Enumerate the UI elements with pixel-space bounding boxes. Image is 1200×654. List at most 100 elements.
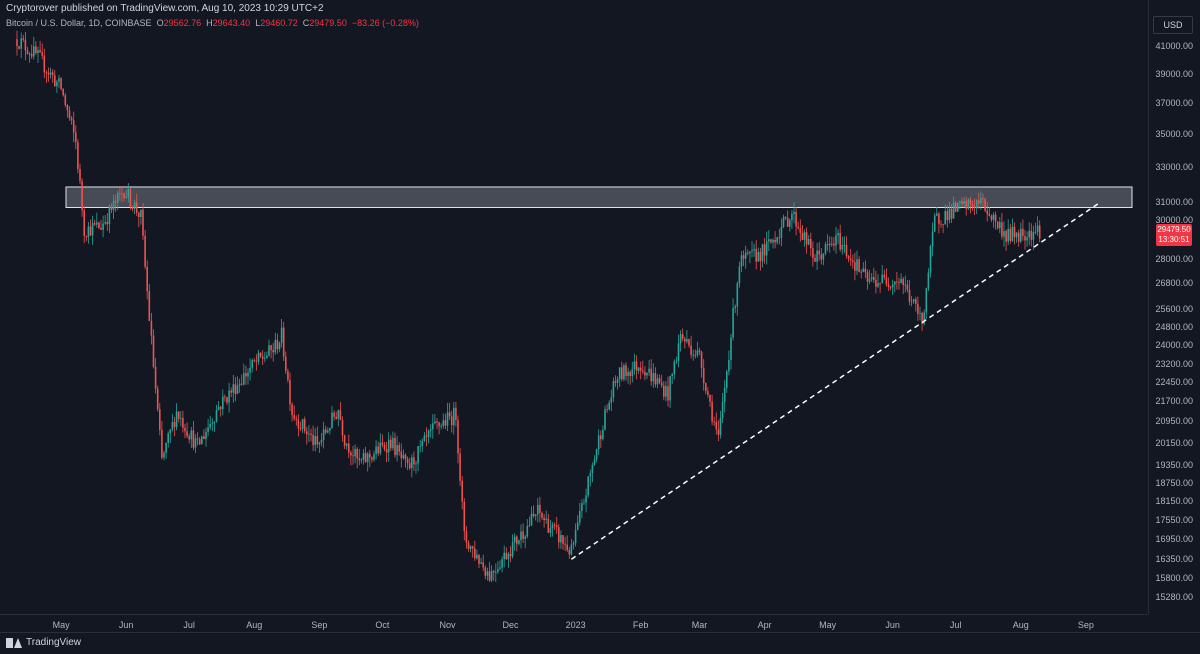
- candle: [558, 524, 560, 549]
- candle: [110, 203, 113, 213]
- candle: [278, 341, 281, 353]
- candle: [656, 374, 659, 389]
- price-tick: 37000.00: [1155, 98, 1193, 109]
- candle: [205, 427, 207, 447]
- candle: [144, 229, 146, 270]
- candle: [721, 393, 724, 423]
- candle: [169, 428, 172, 444]
- candle: [192, 420, 195, 451]
- candle: [274, 332, 277, 355]
- close-value: 29479.50: [309, 18, 347, 28]
- candle: [982, 193, 984, 207]
- candle: [79, 163, 81, 185]
- high-key: H: [206, 18, 213, 28]
- time-tick: Sep: [311, 620, 328, 630]
- candle: [480, 557, 482, 565]
- candle: [919, 306, 921, 321]
- chart-canvas[interactable]: [0, 0, 1148, 614]
- candle: [159, 403, 161, 436]
- candle: [944, 204, 946, 225]
- candle: [68, 106, 71, 121]
- candle: [198, 437, 201, 445]
- candle: [516, 535, 518, 552]
- candle: [228, 382, 230, 413]
- candle: [820, 247, 823, 265]
- candle: [163, 450, 165, 461]
- candle: [959, 200, 961, 210]
- candle: [423, 432, 426, 442]
- price-axis[interactable]: USD 41000.00 39000.00 37000.00 35000.00 3300…: [1148, 0, 1200, 614]
- time-tick: Jul: [183, 620, 195, 630]
- candle: [751, 241, 753, 258]
- candle: [616, 376, 619, 390]
- candle: [734, 304, 736, 313]
- candle: [894, 281, 896, 293]
- candle: [398, 442, 400, 456]
- candle: [1003, 221, 1005, 247]
- candle: [852, 254, 854, 269]
- candle: [973, 198, 976, 215]
- candle: [457, 415, 459, 464]
- price-tick: 33000.00: [1155, 162, 1193, 173]
- candle: [138, 211, 140, 228]
- candle: [324, 425, 327, 435]
- candle: [499, 560, 501, 571]
- candle: [64, 92, 67, 108]
- candle: [16, 30, 18, 56]
- candle: [696, 341, 699, 358]
- candle: [22, 35, 25, 42]
- candle: [757, 247, 760, 262]
- candle: [255, 354, 258, 371]
- candle: [738, 261, 741, 288]
- candle: [537, 498, 539, 523]
- candle: [102, 215, 104, 238]
- time-tick: Nov: [439, 620, 456, 630]
- candle: [369, 449, 371, 468]
- candle: [1034, 222, 1037, 235]
- candle: [201, 435, 203, 445]
- candle: [803, 229, 806, 247]
- candle: [873, 267, 875, 283]
- candle: [167, 431, 169, 448]
- candle: [419, 439, 421, 453]
- candle: [203, 429, 205, 440]
- candle: [665, 381, 667, 402]
- candle: [816, 242, 818, 270]
- candle: [520, 524, 522, 549]
- candle: [400, 443, 403, 468]
- candle: [1032, 225, 1035, 250]
- candle: [171, 413, 174, 432]
- symbol-name: Bitcoin / U.S. Dollar, 1D, COINBASE: [6, 18, 152, 28]
- currency-selector[interactable]: USD: [1153, 16, 1193, 34]
- candle: [47, 67, 50, 82]
- candle: [564, 536, 566, 551]
- current-price-label: 29479.50 13:30:51: [1156, 224, 1192, 247]
- candle: [492, 569, 495, 581]
- candle: [230, 387, 232, 398]
- candle: [247, 368, 249, 385]
- candlestick-chart[interactable]: [0, 0, 1148, 614]
- candle: [339, 402, 342, 421]
- candle: [24, 31, 27, 61]
- candle: [963, 197, 965, 208]
- price-tick: 15280.00: [1155, 592, 1193, 602]
- candle: [467, 540, 470, 552]
- candle: [478, 554, 480, 569]
- candle: [394, 432, 396, 458]
- candle: [1015, 232, 1018, 243]
- candle: [243, 363, 245, 386]
- time-axis[interactable]: May Jun Jul Aug Sep Oct Nov Dec 2023 Feb Mar Apr May…: [0, 614, 1148, 633]
- candle: [923, 309, 925, 326]
- time-tick: 2023: [565, 620, 586, 630]
- candle: [87, 221, 90, 244]
- price-tick: 23200.00: [1155, 358, 1193, 369]
- support-trendline[interactable]: [570, 201, 1102, 560]
- candle: [642, 360, 644, 375]
- candle: [444, 413, 447, 430]
- candle: [749, 251, 751, 264]
- candle: [448, 402, 451, 421]
- tradingview-logo[interactable]: TradingView: [6, 637, 81, 648]
- resistance-zone[interactable]: [65, 186, 1133, 209]
- candle: [797, 221, 799, 230]
- candle: [1038, 220, 1041, 243]
